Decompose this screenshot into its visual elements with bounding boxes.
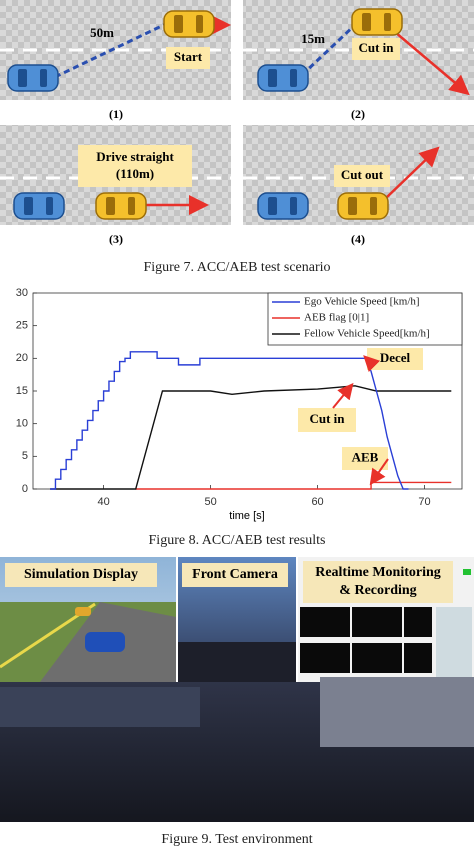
annotation-box [298, 408, 356, 432]
car-window [40, 69, 47, 87]
car-body [337, 192, 389, 220]
sim-car [85, 632, 125, 652]
x-axis-label: time [s] [229, 510, 264, 522]
car-window [46, 197, 53, 215]
caption: Figure 7. ACC/AEB test scenario [143, 260, 330, 275]
car-window [24, 197, 33, 215]
box-label: Cut out [341, 167, 384, 182]
legend-box [267, 292, 463, 346]
box-label: Start [174, 49, 203, 64]
car-body [7, 64, 59, 92]
car-window [268, 197, 277, 215]
annotation-box [342, 447, 388, 470]
panel-label: & Recording [339, 583, 416, 598]
car-body [257, 192, 309, 220]
car-body [95, 192, 147, 220]
car-body [13, 192, 65, 220]
monitor-led [463, 569, 471, 575]
car-window [106, 197, 115, 215]
y-tick-label: 30 [16, 287, 28, 299]
annotation-arrow [363, 355, 381, 373]
motion-arrows [140, 15, 470, 215]
panel-label: (3) [109, 232, 123, 246]
car-window [290, 69, 297, 87]
figure-9: Simulation Display Front Camera Realtime… [0, 557, 474, 847]
box-label: Drive straight [96, 149, 174, 164]
car-body [257, 64, 309, 92]
car-window [128, 197, 135, 215]
annotation-arrow [332, 382, 354, 409]
car-window [18, 69, 27, 87]
sim-car [75, 607, 91, 616]
car-window [362, 13, 371, 31]
legend-label: AEB flag [0|1] [304, 312, 369, 324]
car-window [290, 197, 297, 215]
car-body [163, 10, 215, 38]
y-tick-label: 0 [22, 483, 28, 495]
annotation: Decel [380, 350, 411, 365]
legend-label: Fellow Vehicle Speed[km/h] [304, 328, 430, 340]
distance-label: 15m [301, 31, 325, 46]
cars [7, 8, 403, 220]
x-tick-label: 60 [311, 496, 323, 508]
y-tick-label: 15 [16, 385, 28, 397]
camera-ground [178, 642, 296, 682]
car-body [351, 8, 403, 36]
car-window [370, 197, 377, 215]
x-tick-label: 70 [418, 496, 430, 508]
x-tick-label: 40 [97, 496, 109, 508]
legend-label: Ego Vehicle Speed [km/h] [304, 296, 420, 308]
panel-label: Simulation Display [24, 567, 138, 582]
box-label: (110m) [116, 166, 154, 181]
y-tick-label: 20 [16, 352, 28, 364]
monitor-plots [300, 607, 432, 673]
x-tick-label: 50 [204, 496, 216, 508]
distance-lines [54, 20, 358, 79]
car-window [348, 197, 357, 215]
chart: time [s] Figure 8. ACC/AEB test results … [16, 287, 463, 548]
panel-label: Front Camera [192, 567, 278, 582]
y-tick-label: 5 [22, 450, 28, 462]
annotation: Cut in [309, 411, 345, 426]
y-tick-label: 25 [16, 320, 28, 332]
y-tick-label: 10 [16, 418, 28, 430]
panel-label: (4) [351, 232, 365, 246]
annotation: AEB [352, 449, 379, 464]
car-window [196, 15, 203, 33]
caption: Figure 9. Test environment [161, 832, 312, 847]
label-boxes [78, 38, 400, 187]
figure-7: 50m Start 15m Cut in Drive straight (110… [0, 0, 474, 275]
car-window [268, 69, 277, 87]
series-line [50, 385, 452, 490]
caption: Figure 8. ACC/AEB test results [149, 533, 326, 548]
panel-label: (2) [351, 107, 365, 121]
annotation-arrow [369, 458, 389, 486]
box-label: Cut in [358, 40, 394, 55]
series-line [135, 481, 452, 490]
road-buildings [0, 687, 200, 727]
distance-label: 50m [90, 25, 114, 40]
car-window [384, 13, 391, 31]
panel-label: (1) [109, 107, 123, 121]
car-window [174, 15, 183, 33]
annotation-box [367, 348, 423, 370]
panel-label: Realtime Monitoring [315, 565, 441, 580]
label-boxes [5, 561, 453, 603]
monitor-map [436, 607, 472, 677]
road-building [320, 677, 474, 747]
